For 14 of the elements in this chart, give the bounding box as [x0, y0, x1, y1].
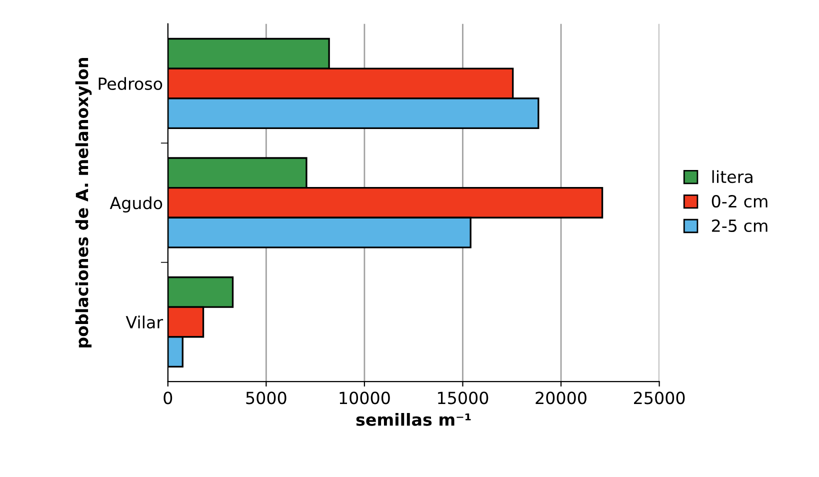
- legend-label: 0-2 cm: [712, 194, 768, 208]
- x-tick-label: 0: [164, 392, 172, 404]
- x-tick-label: 20000: [536, 392, 586, 404]
- legend-label: litera: [712, 170, 752, 184]
- x-tick-label: 25000: [634, 392, 685, 404]
- x-axis-title: semillas m⁻¹: [356, 413, 471, 426]
- x-tick-label: 10000: [340, 392, 390, 404]
- x-tick-label: 15000: [438, 392, 488, 404]
- y-tick-label: Pedroso: [98, 77, 162, 90]
- y-tick-label: Agudo: [110, 196, 162, 213]
- legend-label: 2-5 cm: [712, 219, 768, 232]
- y-tick-label: Vilar: [126, 316, 164, 329]
- y-axis-title: poblaciones de A. melanoxylon: [75, 58, 92, 348]
- x-tick-label: 5000: [246, 392, 286, 404]
